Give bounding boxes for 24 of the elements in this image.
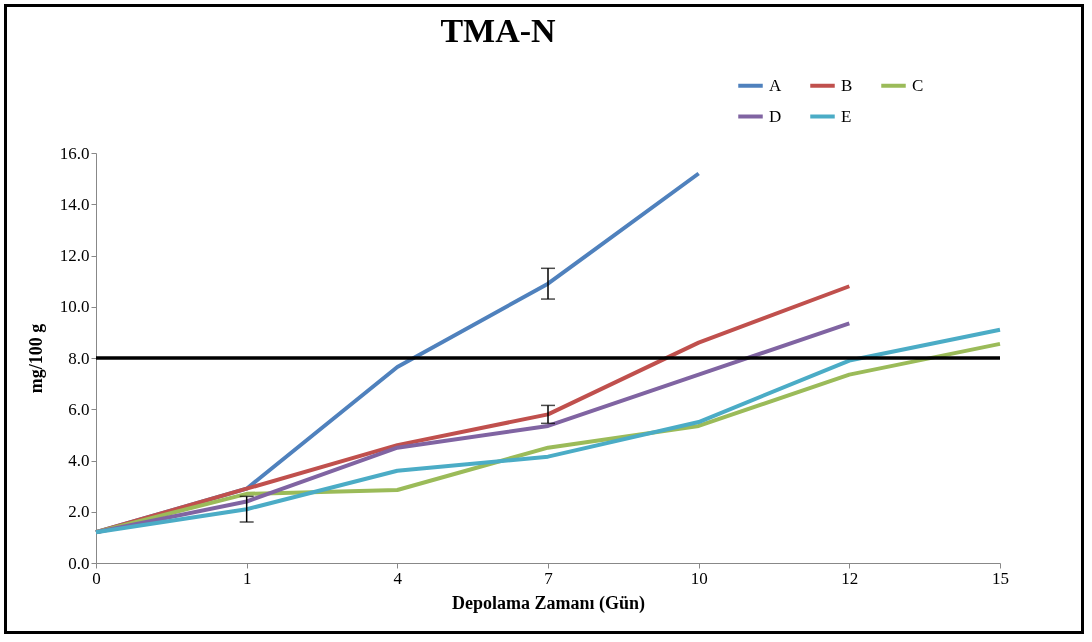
x-tick-label: 15 bbox=[992, 568, 1009, 588]
y-tick-label: 2.0 bbox=[68, 502, 90, 522]
chart-title: TMA-N bbox=[440, 12, 557, 49]
x-tick-label: 0 bbox=[92, 568, 101, 588]
y-tick-label: 8.0 bbox=[68, 348, 90, 368]
x-axis-title: Depolama Zamanı (Gün) bbox=[451, 592, 646, 614]
y-axis-title: mg/100 g bbox=[25, 323, 46, 394]
y-tick-label: 6.0 bbox=[68, 399, 90, 419]
legend-label: C bbox=[912, 75, 924, 95]
y-tick-label: 4.0 bbox=[68, 451, 90, 470]
y-tick-label: 16.0 bbox=[59, 143, 90, 163]
y-tick-label: 0.0 bbox=[68, 553, 90, 573]
x-tick-label: 12 bbox=[841, 568, 859, 588]
legend-label: D bbox=[769, 106, 782, 126]
x-tick-label: 10 bbox=[690, 568, 708, 588]
legend-label: B bbox=[841, 75, 853, 95]
x-tick-label: 1 bbox=[242, 568, 252, 588]
x-tick-label: 4 bbox=[393, 568, 403, 588]
y-tick-label: 12.0 bbox=[59, 246, 90, 265]
x-tick-label: 7 bbox=[544, 568, 554, 588]
y-tick-label: 10.0 bbox=[59, 297, 90, 317]
legend-label: E bbox=[841, 106, 852, 126]
legend-label: A bbox=[769, 75, 782, 95]
y-tick-label: 14.0 bbox=[59, 194, 90, 214]
